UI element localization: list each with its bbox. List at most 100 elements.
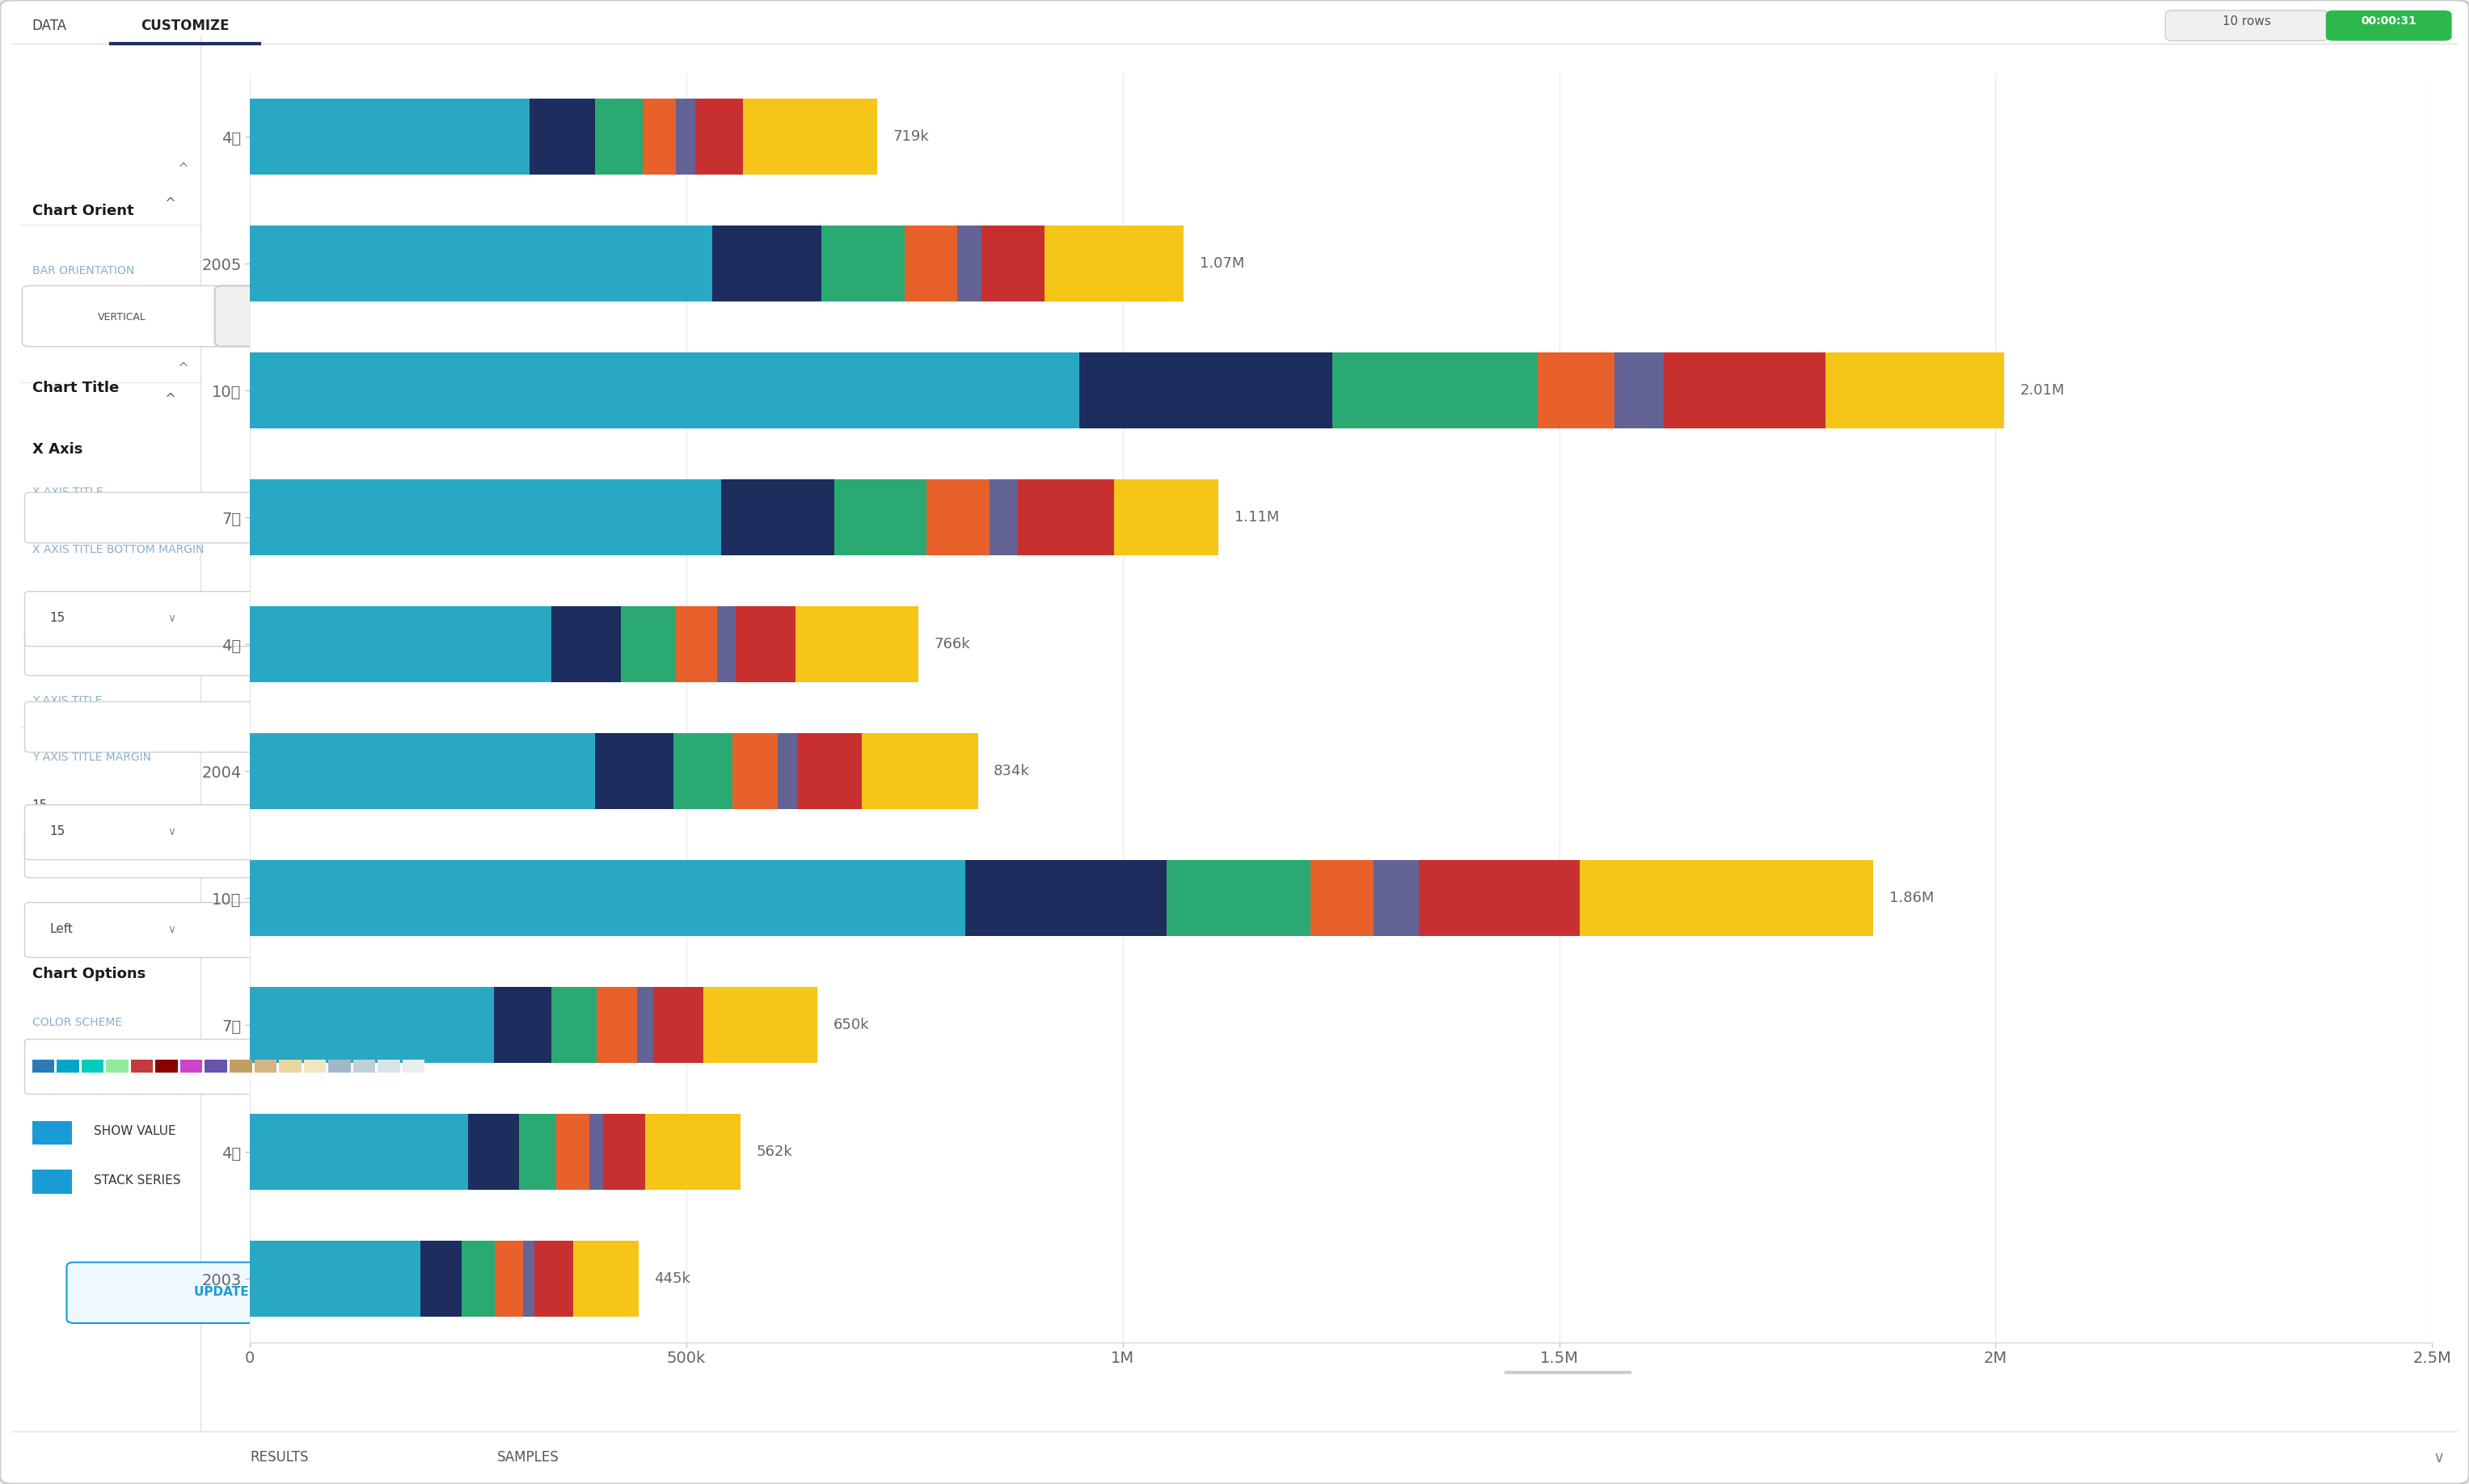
FancyBboxPatch shape: [25, 902, 491, 957]
Bar: [32, 1120, 72, 1144]
Text: ∨: ∨: [168, 827, 175, 837]
Text: ∨: ∨: [168, 923, 175, 935]
Bar: [602, 1114, 644, 1190]
Bar: [249, 1114, 469, 1190]
Text: 15: 15: [32, 591, 47, 604]
Text: 2.01M: 2.01M: [2020, 383, 2064, 398]
Bar: [1311, 861, 1373, 936]
Bar: [249, 861, 965, 936]
Bar: [573, 1241, 639, 1316]
Bar: [694, 99, 743, 175]
Bar: [1017, 479, 1114, 555]
Text: RESULTS: RESULTS: [249, 1450, 309, 1465]
Bar: [1373, 861, 1420, 936]
Text: CUSTOMIZE: CUSTOMIZE: [141, 18, 230, 33]
Bar: [249, 99, 528, 175]
FancyBboxPatch shape: [25, 493, 454, 543]
Bar: [420, 1241, 462, 1316]
Text: Chart Title: Chart Title: [32, 381, 119, 395]
Text: 445k: 445k: [654, 1272, 691, 1287]
Text: Y AXIS TITLE: Y AXIS TITLE: [32, 695, 101, 706]
Bar: [795, 607, 918, 683]
Text: 834k: 834k: [993, 764, 1030, 779]
Text: 1.86M: 1.86M: [1889, 890, 1933, 905]
Bar: [1420, 861, 1580, 936]
Bar: [462, 1241, 496, 1316]
Bar: [551, 987, 597, 1063]
Bar: [958, 226, 980, 301]
Text: 15: 15: [32, 798, 47, 812]
Text: Left: Left: [32, 905, 54, 917]
Text: ^: ^: [178, 939, 188, 954]
Bar: [249, 226, 714, 301]
Text: X Axis: X Axis: [32, 442, 81, 457]
Bar: [926, 479, 990, 555]
Text: 1.11M: 1.11M: [1234, 510, 1279, 525]
Bar: [965, 861, 1165, 936]
Text: ^: ^: [178, 361, 188, 375]
Bar: [778, 733, 797, 809]
Bar: [990, 479, 1017, 555]
Text: ∨: ∨: [168, 1060, 175, 1071]
Bar: [590, 1114, 602, 1190]
FancyBboxPatch shape: [2165, 10, 2328, 42]
FancyBboxPatch shape: [12, 7, 2457, 45]
Text: X AXIS TITLE: X AXIS TITLE: [32, 487, 104, 499]
Text: X AXIS TITLE BOTTOM MARGIN: X AXIS TITLE BOTTOM MARGIN: [32, 545, 205, 555]
Text: ^: ^: [178, 162, 188, 177]
FancyBboxPatch shape: [25, 592, 491, 647]
Bar: [1165, 861, 1311, 936]
Bar: [835, 479, 926, 555]
Bar: [551, 607, 620, 683]
Bar: [249, 479, 721, 555]
Text: Y Axis: Y Axis: [32, 649, 81, 663]
Bar: [674, 733, 733, 809]
Bar: [1538, 353, 1615, 429]
Text: Y AXIS TITLE MARGIN: Y AXIS TITLE MARGIN: [32, 752, 151, 763]
Text: 15: 15: [49, 825, 64, 837]
FancyBboxPatch shape: [25, 1039, 491, 1094]
Bar: [595, 99, 642, 175]
Text: SAMPLES: SAMPLES: [496, 1450, 558, 1465]
Bar: [597, 987, 637, 1063]
Bar: [716, 607, 736, 683]
Text: VERTICAL: VERTICAL: [99, 312, 146, 322]
Text: Left: Left: [49, 923, 72, 935]
Bar: [743, 99, 876, 175]
Bar: [733, 733, 778, 809]
Bar: [674, 607, 716, 683]
Bar: [528, 99, 595, 175]
Text: SHOW VALUE: SHOW VALUE: [94, 1125, 175, 1138]
Bar: [595, 733, 674, 809]
Bar: [494, 987, 551, 1063]
Bar: [1333, 353, 1538, 429]
Bar: [1114, 479, 1220, 555]
Bar: [249, 1241, 420, 1316]
Text: BAR ORIENTATION: BAR ORIENTATION: [32, 266, 133, 276]
Bar: [1615, 353, 1664, 429]
FancyBboxPatch shape: [25, 804, 491, 859]
Bar: [249, 987, 494, 1063]
FancyBboxPatch shape: [25, 827, 454, 877]
FancyBboxPatch shape: [67, 1263, 427, 1324]
Bar: [637, 987, 654, 1063]
Bar: [904, 226, 958, 301]
Bar: [1825, 353, 2005, 429]
Text: 562k: 562k: [756, 1144, 793, 1159]
Text: Chart Options: Chart Options: [32, 966, 146, 981]
FancyBboxPatch shape: [25, 625, 454, 675]
Bar: [518, 1114, 556, 1190]
Bar: [1079, 353, 1333, 429]
Text: ∨: ∨: [168, 613, 175, 623]
Bar: [862, 733, 978, 809]
Bar: [533, 1241, 573, 1316]
Text: 10 rows: 10 rows: [2222, 15, 2271, 27]
Text: 719k: 719k: [894, 129, 928, 144]
Bar: [980, 226, 1044, 301]
FancyBboxPatch shape: [215, 286, 452, 347]
Text: 15: 15: [49, 611, 64, 625]
Bar: [642, 99, 677, 175]
Bar: [620, 607, 674, 683]
FancyBboxPatch shape: [25, 702, 454, 752]
Bar: [32, 1169, 72, 1193]
